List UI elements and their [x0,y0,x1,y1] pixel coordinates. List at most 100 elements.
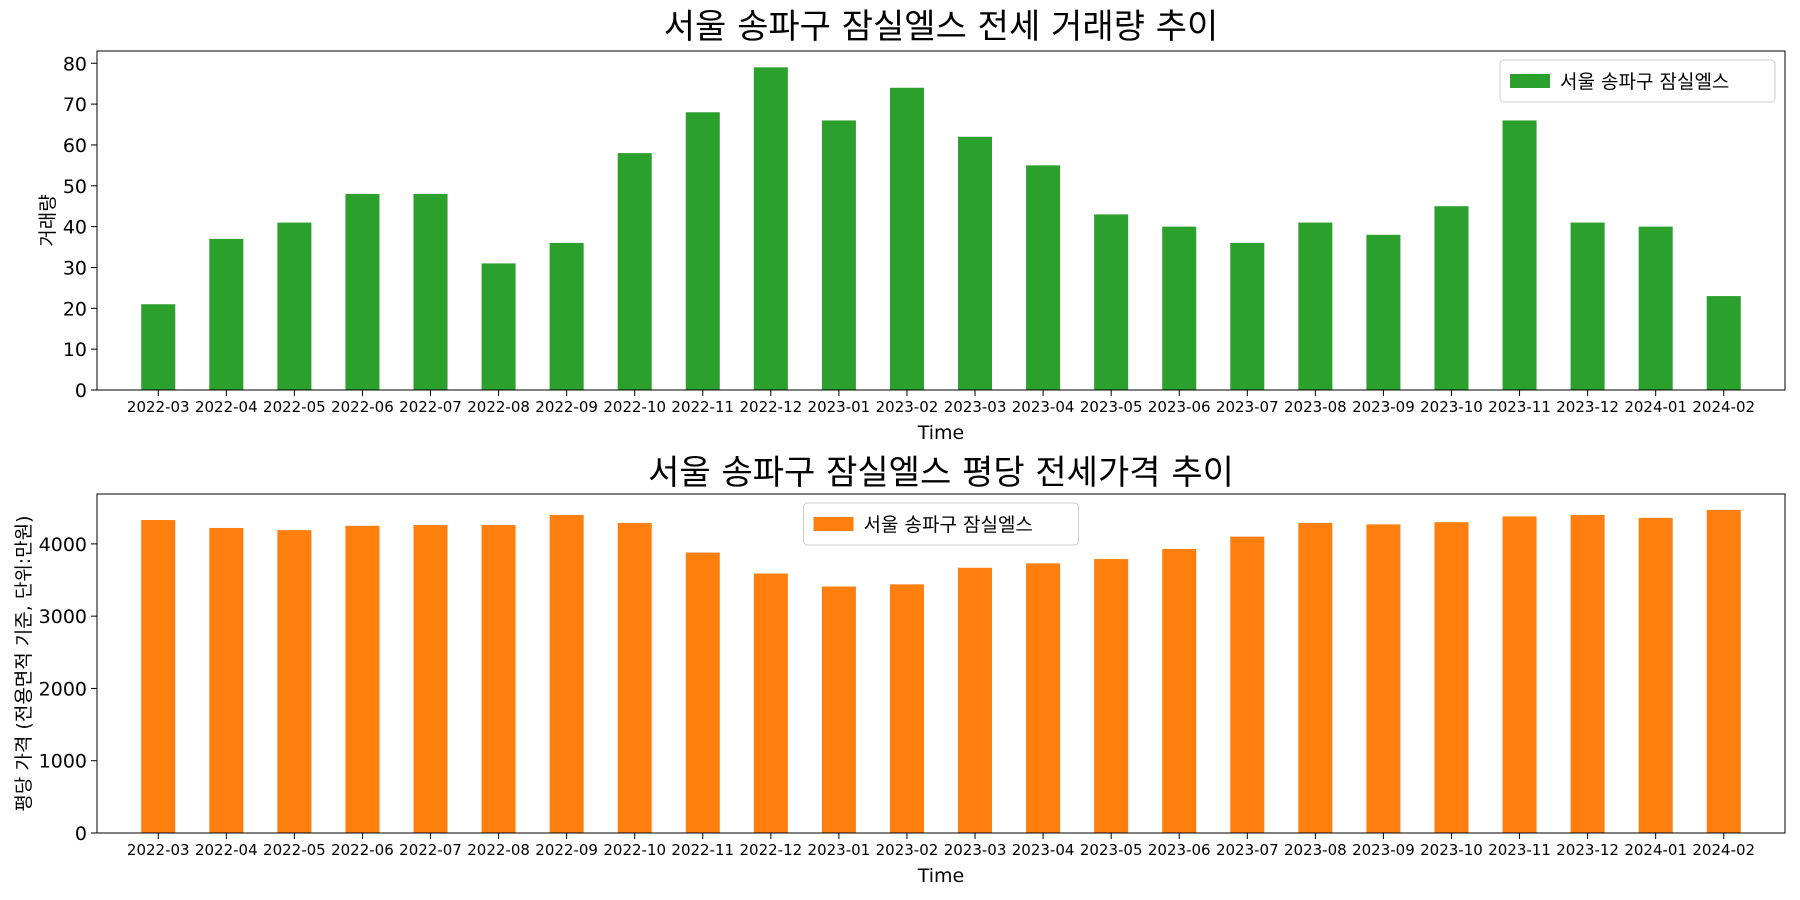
xtick-label: 2023-12 [1556,398,1619,416]
bar-2022-07 [413,525,448,833]
x-axis-label: Time [917,865,965,887]
xtick-label: 2023-06 [1148,841,1211,859]
bar-2024-01 [1638,517,1673,833]
bar-2022-05 [277,530,312,833]
xtick-label: 2023-04 [1012,841,1075,859]
xtick-label: 2022-03 [127,841,190,859]
legend-box [1499,59,1776,103]
ytick-label: 50 [63,176,87,198]
bar-2023-01 [821,120,856,390]
bar-2023-11 [1502,120,1537,390]
xtick-label: 2022-10 [603,398,666,416]
xtick-label: 2024-02 [1692,398,1755,416]
xtick-label: 2023-05 [1080,841,1143,859]
bar-2024-01 [1638,226,1673,390]
xtick-label: 2022-06 [331,841,394,859]
bar-2023-09 [1366,524,1401,833]
xtick-label: 2022-05 [263,841,326,859]
ytick-label: 4000 [39,534,87,556]
bar-2023-11 [1502,516,1537,833]
bar-2023-05 [1094,559,1129,833]
bar-2022-06 [345,525,380,833]
bar-2023-05 [1094,214,1129,390]
bar-2022-08 [481,263,516,390]
xtick-label: 2023-05 [1080,398,1143,416]
xtick-label: 2023-11 [1488,398,1551,416]
bar-2023-06 [1162,548,1197,833]
ytick-label: 20 [63,298,87,320]
xtick-label: 2023-01 [808,841,871,859]
xtick-label: 2022-12 [739,398,802,416]
y-axis-label: 평당 가격 (전용면적 기준, 단위:만원) [13,515,35,811]
volume-chart: 서울 송파구 잠실엘스 전세 거래량 추이 0 10 20 30 40 50 60 70 80 20… [37,7,1786,444]
bar-2023-07 [1230,536,1265,833]
ytick-label: 60 [63,135,87,157]
xtick-label: 2022-11 [671,841,734,859]
bar-2023-01 [821,586,856,833]
bar-2022-04 [209,238,244,390]
bar-2022-08 [481,525,516,833]
xtick-label: 2023-09 [1352,841,1415,859]
xtick-label: 2023-12 [1556,841,1619,859]
chart-title: 서울 송파구 잠실엘스 평당 전세가격 추이 [648,453,1234,493]
bar-2022-11 [685,552,720,833]
xtick-label: 2022-08 [467,841,530,859]
plot-frame [96,493,1786,834]
xtick-label: 2024-01 [1624,398,1687,416]
xtick-label: 2023-06 [1148,398,1211,416]
bar-2023-04 [1026,165,1061,390]
bar-2022-06 [345,193,380,390]
bar-2023-04 [1026,563,1061,833]
ytick-label: 3000 [39,606,87,628]
bar-2022-10 [617,522,652,833]
bar-2023-10 [1434,206,1469,390]
bar-2024-02 [1706,509,1741,833]
legend-swatch [813,517,854,531]
xtick-label: 2022-07 [399,841,462,859]
xtick-label: 2024-01 [1624,841,1687,859]
xtick-label: 2022-07 [399,398,462,416]
bar-2023-03 [958,567,993,833]
bar-2022-12 [753,67,788,391]
xtick-label: 2022-09 [535,398,598,416]
ytick-label: 10 [63,339,87,361]
xtick-label: 2022-10 [603,841,666,859]
bar-2023-12 [1570,514,1605,833]
ytick-label: 2000 [39,678,87,700]
ytick-label: 1000 [39,751,87,773]
xtick-label: 2023-11 [1488,841,1551,859]
ytick-label: 40 [63,217,87,239]
plot-frame [96,50,1786,391]
bar-2023-10 [1434,522,1469,833]
ytick-label: 30 [63,257,87,279]
xtick-label: 2022-12 [739,841,802,859]
legend-label: 서울 송파구 잠실엘스 [1560,71,1729,93]
xtick-label: 2022-04 [195,398,258,416]
bar-2023-06 [1162,226,1197,390]
bar-2023-08 [1298,522,1333,833]
chart-title: 서울 송파구 잠실엘스 전세 거래량 추이 [664,7,1219,47]
x-axis-label: Time [917,422,965,444]
bar-2023-08 [1298,222,1333,390]
xtick-label: 2022-11 [671,398,734,416]
xtick-label: 2022-05 [263,398,326,416]
bar-2023-02 [889,584,924,833]
bar-2024-02 [1706,296,1741,390]
legend-swatch [1510,74,1550,88]
xtick-label: 2022-09 [535,841,598,859]
bar-2022-11 [685,112,720,390]
bar-2023-03 [958,136,993,390]
xtick-label: 2023-03 [944,398,1007,416]
ytick-label: 0 [75,380,87,402]
xtick-label: 2023-03 [944,841,1007,859]
xtick-label: 2023-09 [1352,398,1415,416]
ytick-label: 80 [63,53,87,75]
bar-2022-03 [141,520,176,833]
bar-2023-07 [1230,242,1265,390]
bar-2023-12 [1570,222,1605,390]
xtick-label: 2023-02 [876,398,939,416]
legend-label: 서울 송파구 잠실엘스 [864,514,1033,536]
ytick-label: 0 [75,823,87,845]
xtick-label: 2023-08 [1284,398,1347,416]
